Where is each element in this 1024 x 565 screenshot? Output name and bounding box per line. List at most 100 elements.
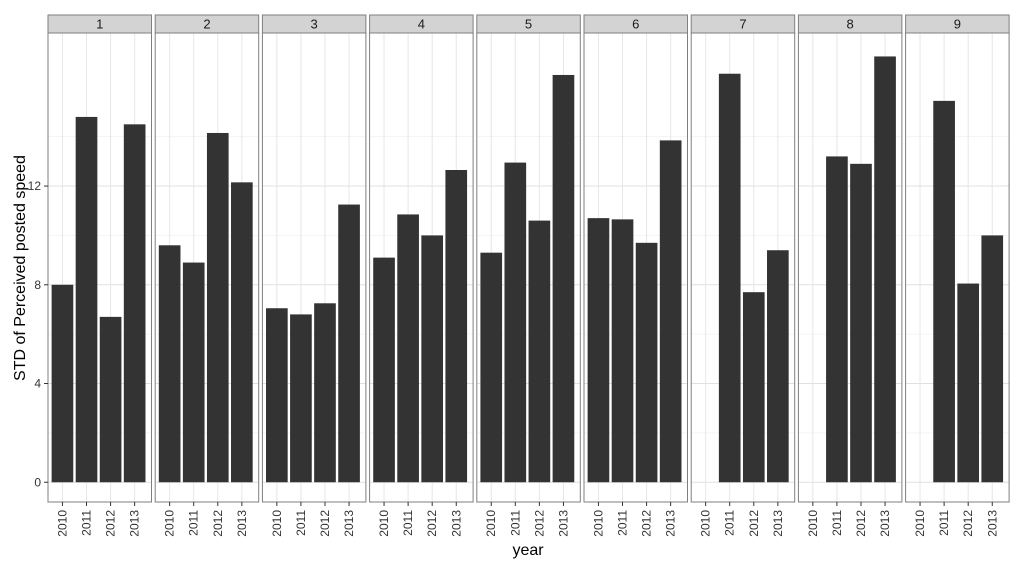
bar-panel-9-2011 [933,100,955,483]
y-axis: 0 4 8 12 [28,179,48,489]
bar-panel-7-2012 [742,292,765,483]
y-axis-title: STD of Perceived posted speed [12,155,29,381]
y-tick-label: 12 [28,179,42,193]
x-tick-label: 2013 [771,510,785,537]
facet-panel-3: 3 2010 2011 2012 2013 [261,14,367,537]
facet-panel-9: 9 2010 2011 2012 2013 [905,14,1010,537]
facet-strip [476,14,581,34]
x-tick-label: 2013 [664,510,678,537]
x-tick-label: 2013 [342,510,356,537]
bar-panel-6-2012 [635,242,658,483]
x-tick-label: 2011 [294,510,308,536]
bar-panel-9-2012 [957,283,980,483]
x-tick-label: 2012 [747,510,761,537]
facet-strip [47,14,152,34]
x-tick-label: 2010 [591,510,605,537]
x-tick-label: 2011 [401,510,415,536]
bar-panel-6-2011 [611,219,634,483]
x-tick-label: 2012 [854,510,868,537]
bar-panel-1-2010 [51,284,74,483]
x-tick-label: 2010 [484,510,498,537]
bar-panel-1-2011 [75,116,98,483]
x-tick-label: 2013 [878,510,892,537]
facet-strip [369,14,474,34]
bar-panel-4-2011 [397,214,419,483]
x-tick-label: 2011 [80,510,94,536]
facet-strip [154,14,260,34]
bar-panel-8-2011 [826,156,848,483]
facet-strip [797,14,903,34]
facet-strip-label: 9 [954,17,961,32]
x-tick-label: 2013 [235,510,249,537]
facet-strip-label: 6 [632,17,639,32]
bar-panel-7-2011 [718,73,741,483]
facet-strip [583,14,688,34]
x-tick-label: 2012 [640,510,654,537]
bar-panel-3-2013 [338,204,360,483]
bar-panel-2-2011 [182,262,205,483]
x-tick-label: 2013 [449,510,463,537]
bar-panel-9-2013 [981,235,1004,483]
x-tick-label: 2011 [937,510,951,536]
x-tick-label: 2011 [187,510,201,536]
x-tick-label: 2010 [55,510,69,537]
y-tick-label: 4 [34,377,41,391]
x-tick-label: 2012 [211,510,225,537]
x-tick-label: 2012 [318,510,332,537]
x-tick-label: 2012 [425,510,439,537]
bar-panel-8-2013 [874,56,896,483]
x-tick-label: 2012 [532,510,546,537]
bar-panel-3-2011 [290,314,312,483]
x-tick-label: 2013 [556,510,570,537]
x-tick-label: 2010 [163,510,177,537]
y-tick-label: 0 [34,475,41,489]
x-tick-label: 2012 [961,510,975,537]
bar-panel-4-2013 [445,169,468,483]
bar-panel-3-2010 [266,308,288,483]
facet-strip [905,14,1010,34]
facet-strip-label: 2 [203,17,210,32]
bar-panel-7-2013 [767,250,789,483]
x-tick-label: 2010 [270,510,284,537]
bar-panel-4-2010 [373,257,395,483]
bar-panel-2-2010 [158,245,181,483]
facet-strip-label: 3 [311,17,318,32]
bar-panel-1-2013 [123,124,146,483]
x-tick-label: 2013 [128,510,142,537]
facet-strip-label: 8 [847,17,854,32]
facet-panel-8: 8 2010 2011 2012 2013 [797,14,903,537]
bar-panel-6-2010 [587,218,610,483]
x-tick-label: 2010 [806,510,820,537]
facet-strip [261,14,367,34]
facet-strip [690,14,796,34]
bar-panel-8-2012 [850,163,872,483]
x-tick-label: 2010 [699,510,713,537]
x-tick-label: 2012 [104,510,118,537]
facet-strip-label: 1 [96,17,103,32]
facet-panel-6: 6 2010 2011 2012 2013 [583,14,688,537]
facet-strip-label: 4 [418,17,425,32]
facet-panel-2: 2 2010 2011 2012 2013 [154,14,260,537]
facet-panel-1: 1 2010 2011 2012 2013 [47,14,152,537]
bar-panel-1-2012 [99,316,122,483]
bar-panel-2-2012 [206,132,229,483]
x-tick-label: 2010 [913,510,927,537]
x-tick-label: 2011 [723,510,737,536]
x-tick-label: 2013 [985,510,999,537]
x-tick-label: 2011 [830,510,844,536]
y-tick-label: 8 [34,278,41,292]
bar-panel-2-2013 [231,182,253,483]
facet-panel-5: 5 2010 2011 2012 2013 [476,14,581,537]
bar-panel-3-2012 [314,303,336,483]
facet-strip-label: 5 [525,17,532,32]
bar-panel-5-2011 [504,162,527,483]
x-tick-label: 2011 [616,510,630,536]
facet-strip-label: 7 [739,17,746,32]
bar-panel-5-2013 [552,74,575,483]
bar-panel-5-2012 [528,220,551,483]
bar-panel-4-2012 [421,235,444,483]
bar-panel-6-2013 [659,140,682,483]
x-tick-label: 2010 [377,510,391,537]
